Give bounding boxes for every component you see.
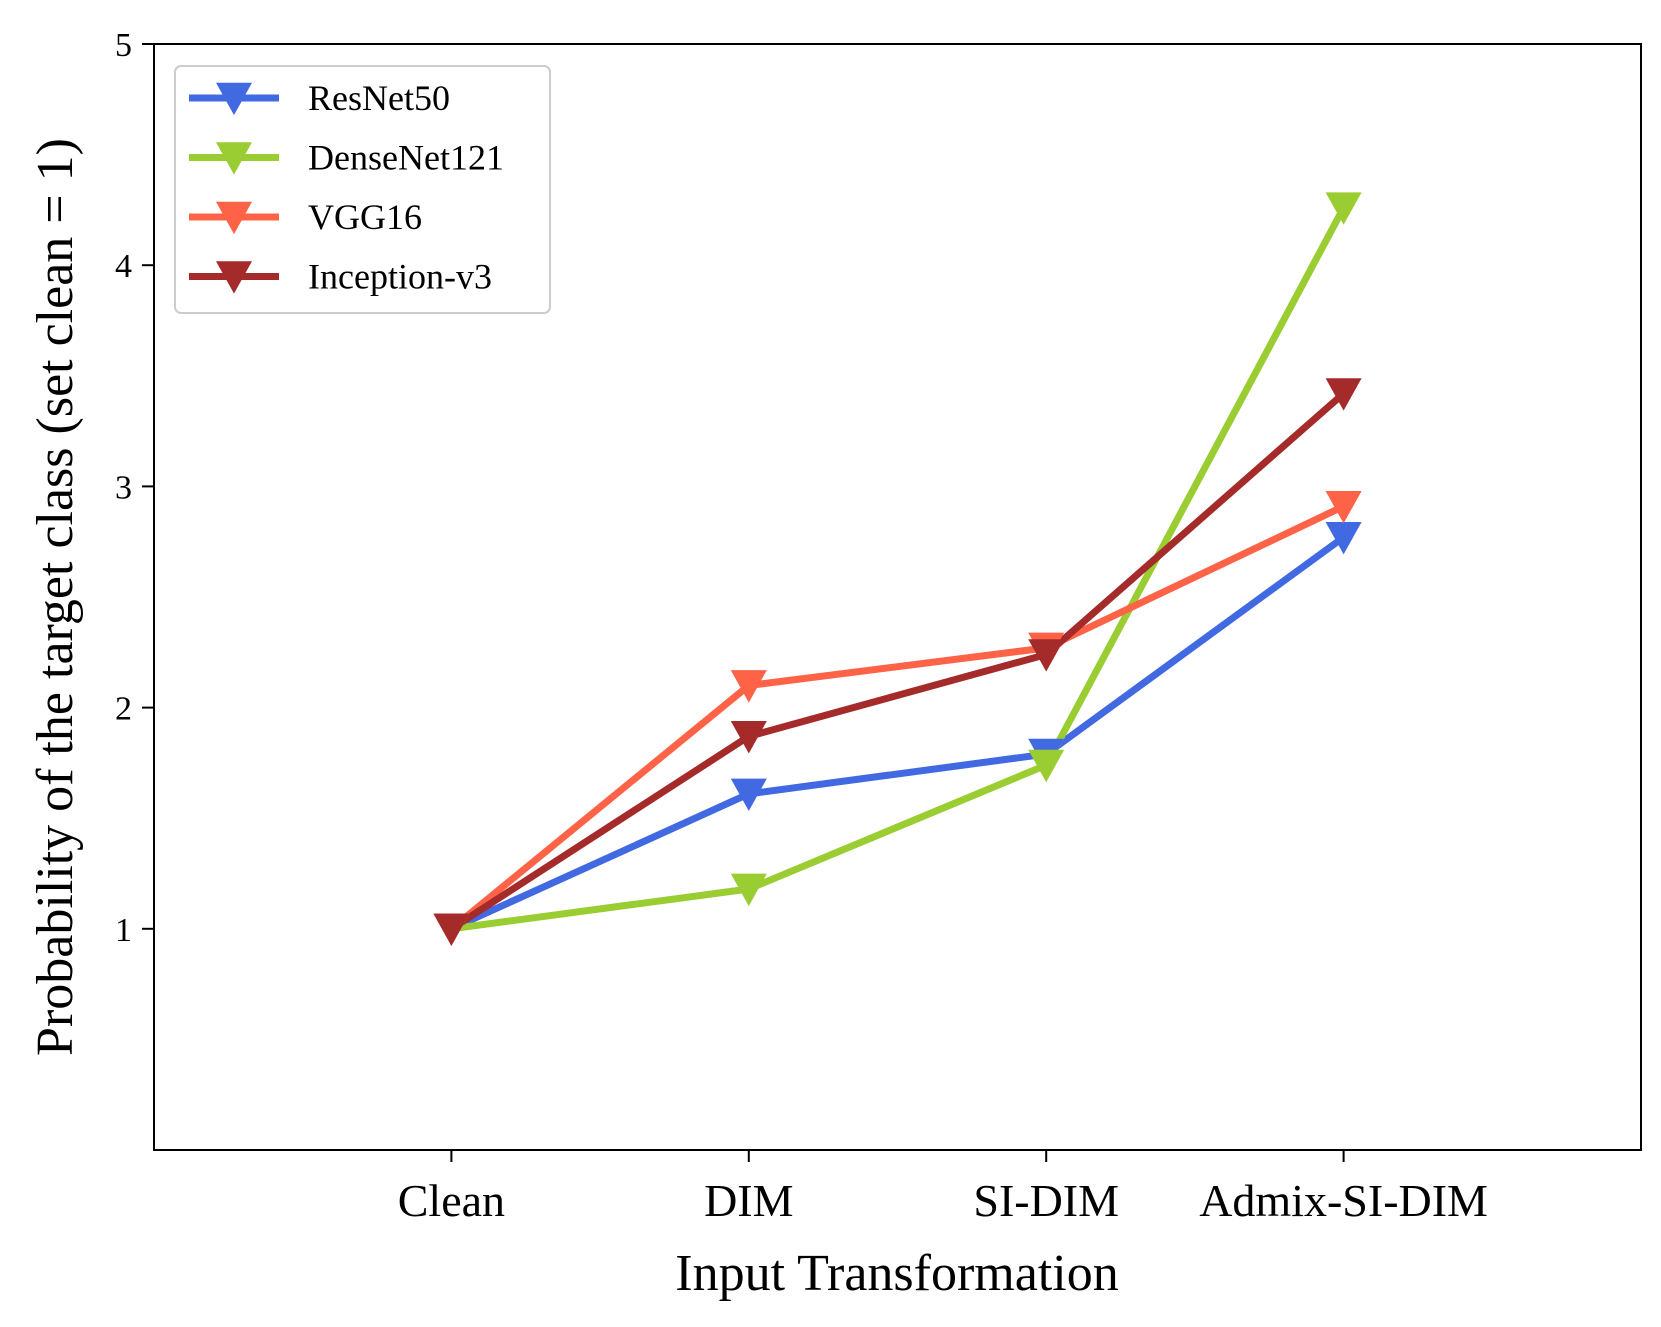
- y-tick-label: 5: [115, 27, 132, 64]
- series-line-densenet121: [450, 206, 1347, 933]
- y-axis-label: Probability of the target class (set cle…: [27, 138, 84, 1056]
- series-line-inception-v3: [449, 390, 1346, 932]
- legend-label: ResNet50: [308, 78, 450, 118]
- series-line-vgg16: [449, 503, 1346, 932]
- y-tick-label: 1: [115, 912, 132, 949]
- y-tick-label: 3: [115, 469, 132, 506]
- data-point-marker: [1028, 749, 1065, 783]
- x-ticks: Clean DIM SI-DIM Admix-SI-DIM: [398, 1150, 1488, 1226]
- data-point-marker: [433, 913, 470, 946]
- legend-label: DenseNet121: [308, 138, 504, 178]
- x-tick-label: DIM: [704, 1175, 793, 1226]
- data-point-marker: [1325, 491, 1362, 524]
- x-tick-label: SI-DIM: [973, 1175, 1119, 1226]
- legend-marker: [216, 82, 252, 116]
- data-point-marker: [1325, 192, 1362, 225]
- data-point-marker: [1028, 639, 1065, 672]
- data-point-marker: [730, 721, 767, 754]
- data-point-marker: [730, 873, 767, 907]
- y-tick-label: 2: [115, 691, 132, 728]
- x-tick-label: Clean: [398, 1175, 505, 1226]
- legend: ResNet50 DenseNet121 VGG16 Inception-v3: [174, 65, 551, 314]
- series-line-resnet50: [449, 534, 1346, 932]
- legend-marker: [216, 261, 252, 294]
- data-point-marker: [1325, 521, 1362, 555]
- x-tick-label: Admix-SI-DIM: [1199, 1175, 1488, 1226]
- y-ticks: 1 2 3 4 5: [115, 27, 154, 949]
- legend-box: [174, 65, 551, 314]
- plot-lines: [449, 206, 1347, 933]
- data-point-marker: [730, 670, 767, 703]
- data-point-marker: [730, 778, 767, 811]
- legend-marker: [216, 142, 252, 175]
- plot-frame: [153, 43, 1642, 1151]
- y-tick-label: 4: [115, 248, 132, 285]
- x-axis-label: Input Transformation: [675, 1245, 1118, 1302]
- legend-marker: [216, 201, 252, 235]
- data-point-marker: [1325, 378, 1362, 411]
- plot-markers: [433, 192, 1362, 946]
- legend-label: VGG16: [308, 197, 422, 237]
- legend-label: Inception-v3: [308, 257, 492, 297]
